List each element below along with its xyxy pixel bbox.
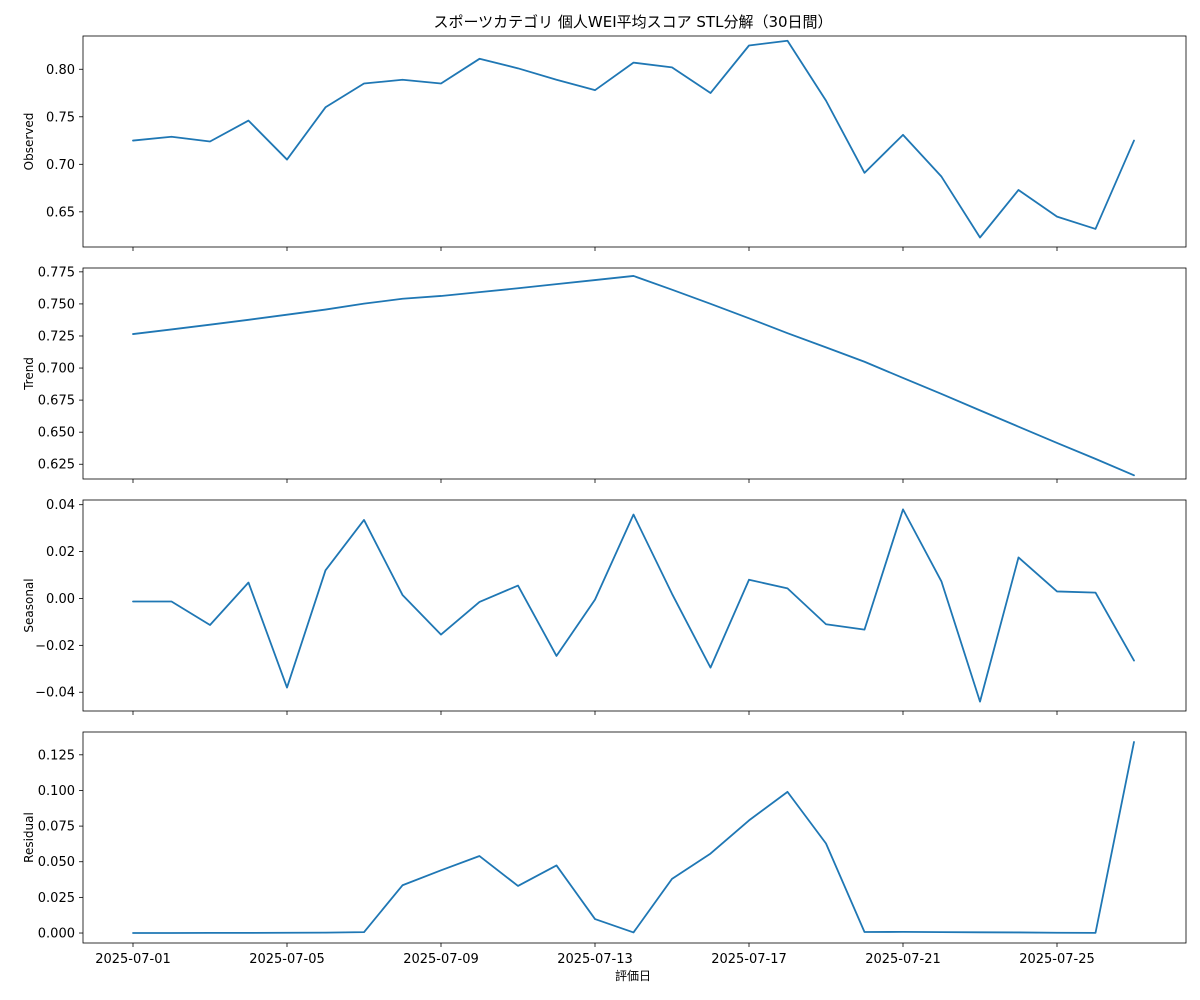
x-tick-label: 2025-07-17 — [711, 952, 787, 967]
trend-y-tick-label: 0.725 — [38, 329, 75, 344]
x-tick-label: 2025-07-13 — [557, 952, 633, 967]
panel-trend: 0.625 0.650 0.675 0.700 0.725 0.750 0.775 Trend — [22, 265, 1187, 483]
residual-y-tick-label: 0.000 — [38, 927, 75, 942]
trend-y-tick-label: 0.700 — [38, 362, 75, 377]
seasonal-y-tick-label: 0.02 — [46, 545, 75, 560]
x-tick-label: 2025-07-09 — [403, 952, 479, 967]
seasonal-y-tick-label: 0.04 — [46, 498, 75, 513]
chart-title: スポーツカテゴリ 個人WEI平均スコア STL分解（30日間） — [433, 13, 832, 31]
residual-y-tick-label: 0.025 — [38, 891, 75, 906]
seasonal-y-tick-label: −0.02 — [35, 639, 75, 654]
residual-y-tick-label: 0.100 — [38, 784, 75, 799]
trend-y-axis-label: Trend — [22, 357, 36, 391]
observed-y-tick-label: 0.65 — [46, 205, 75, 220]
residual-series-line — [132, 741, 1135, 934]
observed-y-tick-label: 0.70 — [46, 158, 75, 173]
observed-y-axis-label: Observed — [22, 113, 36, 171]
observed-y-tick-label: 0.80 — [46, 63, 75, 78]
trend-y-tick-label: 0.775 — [38, 265, 75, 280]
trend-y-tick-label: 0.675 — [38, 394, 75, 409]
panels: 0.650.700.750.80Observed0.6250.6500.6750… — [22, 35, 1187, 967]
residual-y-tick-label: 0.050 — [38, 855, 75, 870]
panel-observed: 0.65 0.70 0.75 0.80 Observed — [22, 35, 1187, 251]
x-tick-label: 2025-07-25 — [1019, 952, 1095, 967]
x-axis-label: 評価日 — [615, 968, 651, 983]
x-tick-label: 2025-07-01 — [95, 952, 171, 967]
seasonal-y-tick-label: −0.04 — [35, 686, 75, 701]
residual-axes-frame — [82, 731, 1187, 944]
seasonal-y-axis-label: Seasonal — [22, 578, 36, 632]
x-tick-label: 2025-07-05 — [249, 952, 325, 967]
trend-y-tick-label: 0.650 — [38, 426, 75, 441]
trend-y-tick-label: 0.750 — [38, 297, 75, 312]
observed-series-line — [132, 39, 1135, 239]
trend-axes-frame — [82, 267, 1187, 480]
seasonal-series-line — [132, 508, 1135, 703]
trend-series-line — [132, 275, 1135, 477]
residual-y-axis-label: Residual — [22, 812, 36, 863]
residual-y-tick-label: 0.125 — [38, 748, 75, 763]
seasonal-y-tick-label: 0.00 — [46, 592, 75, 607]
observed-axes-frame — [82, 35, 1187, 248]
trend-y-tick-label: 0.625 — [38, 458, 75, 473]
x-tick-label: 2025-07-21 — [865, 952, 941, 967]
observed-y-tick-label: 0.75 — [46, 110, 75, 125]
panel-residual: 0.000 0.025 0.050 0.075 0.100 0.125 2025-07-01… — [22, 731, 1187, 967]
residual-y-tick-label: 0.075 — [38, 820, 75, 835]
panel-seasonal: −0.04 −0.02 0.00 0.02 0.04 Seasonal — [22, 498, 1187, 715]
seasonal-axes-frame — [82, 499, 1187, 712]
